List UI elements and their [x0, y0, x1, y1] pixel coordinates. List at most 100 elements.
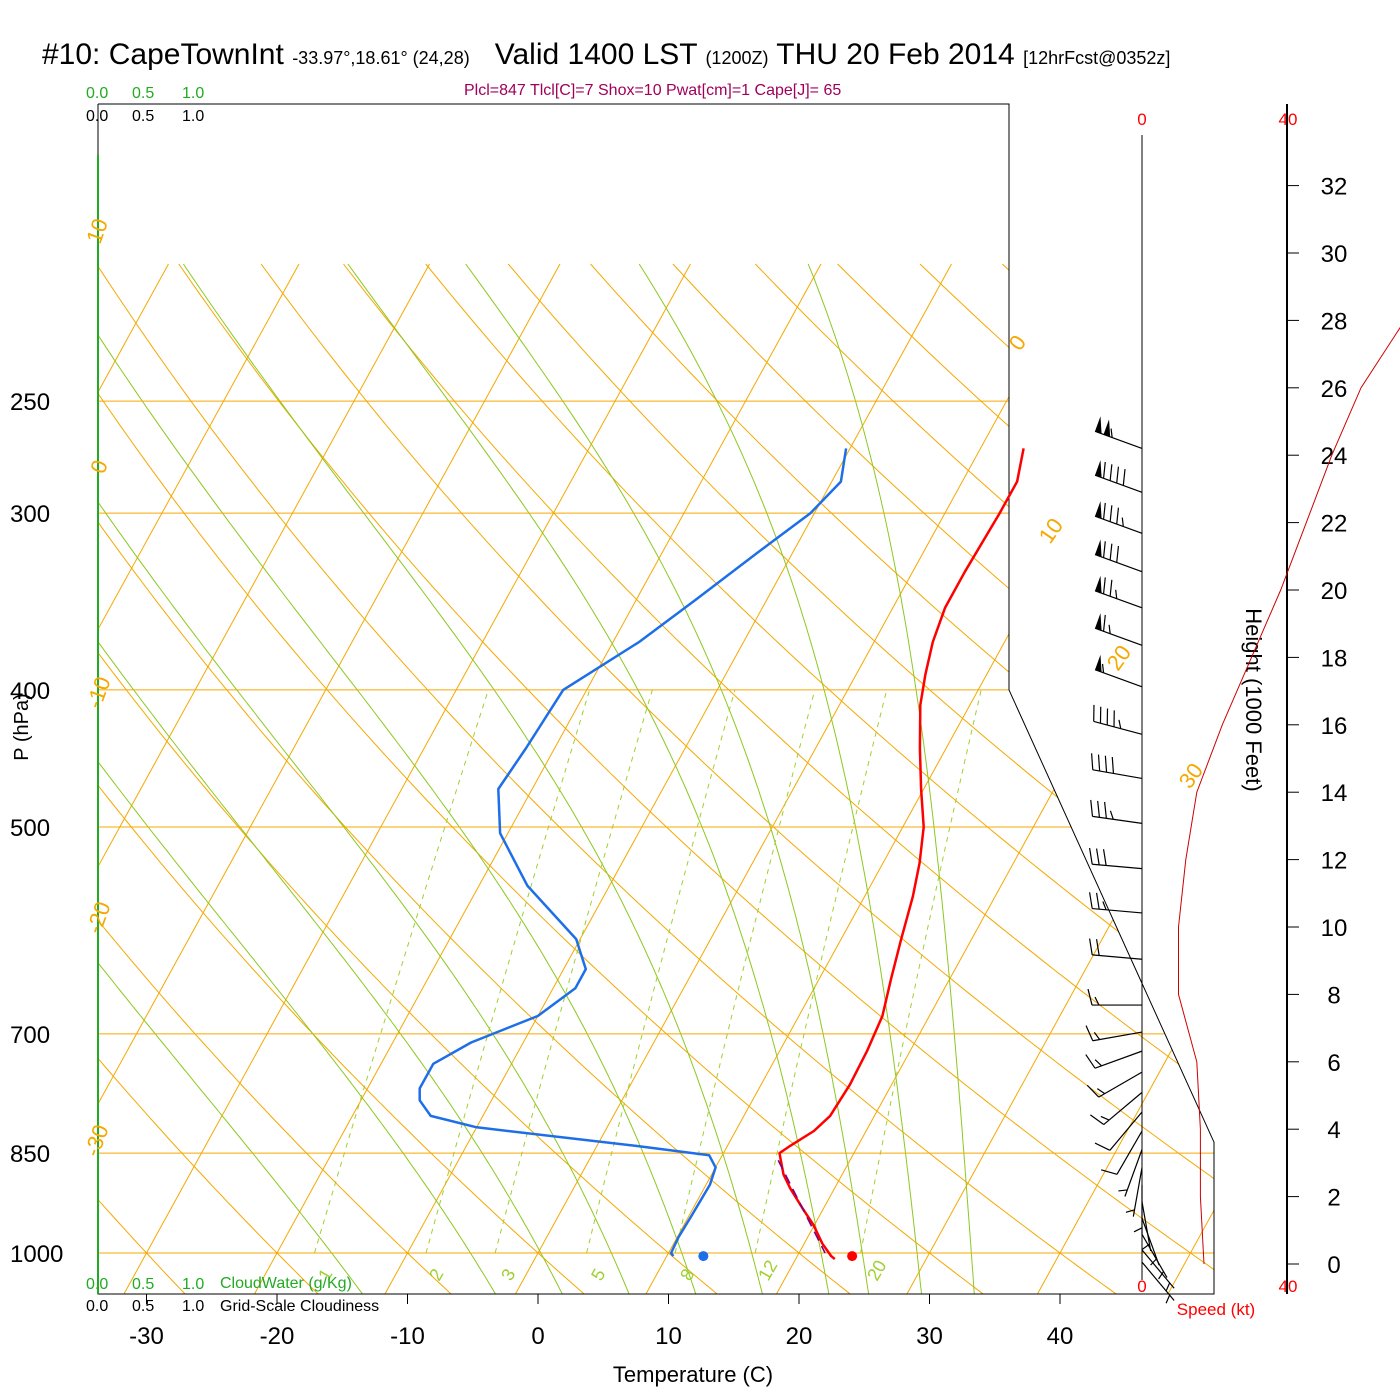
moist-adiabat — [98, 263, 376, 1294]
isotherm-line — [98, 263, 300, 1294]
wind-barb — [1100, 1130, 1143, 1175]
mixing-ratio-line — [674, 689, 816, 1254]
dry-adiabat — [178, 263, 1214, 1294]
height-tick-label: 2 — [1327, 1185, 1340, 1212]
wind-speed-top-tick: 0 — [1137, 110, 1146, 129]
wind-barb — [1094, 613, 1143, 646]
wind-barb — [1087, 988, 1142, 1006]
plot-frame — [97, 103, 1215, 1295]
wind-barb — [1141, 1201, 1152, 1252]
wind-barb — [1125, 1167, 1143, 1217]
height-axis-label: Height (1000 Feet) — [1241, 608, 1266, 791]
mixing-ratio-line — [494, 689, 653, 1254]
temperature-tick-label: -10 — [390, 1323, 425, 1350]
cloudwater-top-tick-0: 0.0 — [86, 85, 109, 102]
wind-speed-bottom-tick: 0 — [1137, 1277, 1146, 1296]
isotherm-line — [505, 263, 1083, 1294]
wind-barb — [1094, 460, 1143, 493]
moist-adiabat — [182, 263, 768, 1294]
wind-barb — [1094, 654, 1143, 688]
moist-adiabat — [98, 263, 637, 1294]
pressure-tick-label: 300 — [10, 501, 50, 528]
wind-barb — [1093, 704, 1143, 735]
wind-barb — [1094, 1111, 1143, 1151]
isotherm-line — [113, 263, 691, 1294]
cloudiness-bottom-tick-2: 1.0 — [182, 1298, 205, 1315]
moist-adiabat — [98, 263, 572, 1294]
pressure-tick-label: 500 — [10, 815, 50, 842]
isotherm-line — [98, 263, 561, 1294]
wind-barb — [1085, 1025, 1143, 1042]
wind-barb — [1086, 1071, 1143, 1098]
dry-adiabat — [98, 263, 1007, 1294]
temperature-line — [778, 448, 1025, 1261]
height-tick-label: 26 — [1321, 376, 1348, 403]
isotherm-label: 10 — [81, 215, 113, 247]
temperature-tick-label: 0 — [531, 1323, 544, 1350]
height-tick-label: 6 — [1327, 1050, 1340, 1077]
wind-barb — [1094, 501, 1143, 534]
wind-barb — [1141, 1249, 1175, 1292]
temperature-tick-label: 40 — [1047, 1323, 1074, 1350]
isotherm-line — [244, 263, 822, 1294]
isotherm-label: 10 — [1034, 513, 1069, 547]
wind-barb — [1085, 1050, 1143, 1069]
mixing-ratio-line — [314, 689, 489, 1254]
wind-barb — [1118, 1149, 1143, 1197]
isotherm-label: -30 — [79, 1121, 113, 1159]
height-tick-label: 30 — [1321, 241, 1348, 268]
cloudwater-bottom-tick-0: 0.0 — [86, 1276, 109, 1293]
mixing-ratio-label: 20 — [863, 1257, 890, 1284]
pressure-tick-label: 1000 — [10, 1241, 63, 1268]
isotherm-label: 20 — [1102, 640, 1137, 674]
wind-barb — [1094, 416, 1143, 449]
wind-barb — [1090, 799, 1143, 824]
cloudiness-label: Grid-Scale Cloudiness — [220, 1298, 380, 1315]
moist-adiabat — [347, 263, 833, 1294]
pressure-tick-label: 400 — [10, 678, 50, 705]
dry-adiabat — [343, 263, 1214, 1294]
moist-adiabat — [98, 263, 702, 1294]
station-name: #10: CapeTownInt — [42, 38, 284, 71]
moist-adiabat — [638, 263, 924, 1294]
chart-title: #10: CapeTownInt -33.97°,18.61° (24,28) … — [42, 38, 1170, 72]
dry-adiabat — [98, 263, 471, 1294]
dry-adiabat — [98, 263, 873, 1294]
height-tick-label: 0 — [1327, 1252, 1340, 1279]
height-tick-label: 20 — [1321, 578, 1348, 605]
cloudwater-bottom-tick-2: 1.0 — [182, 1276, 205, 1293]
moist-adiabat — [98, 263, 507, 1294]
isotherm-line — [374, 263, 952, 1294]
x-axis-label: Temperature (C) — [613, 1362, 773, 1387]
dry-adiabat — [672, 263, 1214, 1294]
isotherm-label: -20 — [81, 898, 115, 936]
isotherm-line — [1027, 263, 1214, 1294]
pressure-tick-label: 850 — [10, 1141, 50, 1168]
wind-barb — [1091, 753, 1143, 780]
wind-speed-axis-label: Speed (kt) — [1177, 1300, 1255, 1319]
isotherm-line — [98, 263, 430, 1294]
wind-barb — [1089, 892, 1143, 914]
isotherm-label: 0 — [1004, 330, 1032, 354]
pressure-tick-label: 700 — [10, 1022, 50, 1049]
temperature-surface-point — [847, 1251, 858, 1262]
mixing-ratio-label: 3 — [497, 1265, 519, 1284]
wind-barb — [1089, 847, 1143, 870]
temperature-tick-label: -30 — [129, 1323, 164, 1350]
moist-adiabat — [465, 263, 872, 1294]
height-tick-label: 4 — [1327, 1117, 1340, 1144]
wind-barb — [1141, 1218, 1160, 1266]
moist-adiabat — [807, 263, 977, 1294]
height-tick-label: 12 — [1321, 848, 1348, 875]
dry-adiabat — [98, 263, 337, 1294]
forecast-info: [12hrFcst@0352z] — [1023, 48, 1171, 68]
wind-barb — [1089, 1091, 1143, 1126]
dry-adiabat — [98, 263, 1141, 1294]
cloudwater-label: CloudWater (g/Kg) — [220, 1275, 352, 1292]
forecast-date: THU 20 Feb 2014 — [776, 38, 1015, 71]
height-tick-label: 24 — [1321, 443, 1348, 470]
zulu-time: (1200Z) — [705, 48, 769, 68]
temperature-tick-label: 10 — [655, 1323, 682, 1350]
wind-barb — [1094, 539, 1143, 573]
parcel-line — [777, 1159, 826, 1254]
